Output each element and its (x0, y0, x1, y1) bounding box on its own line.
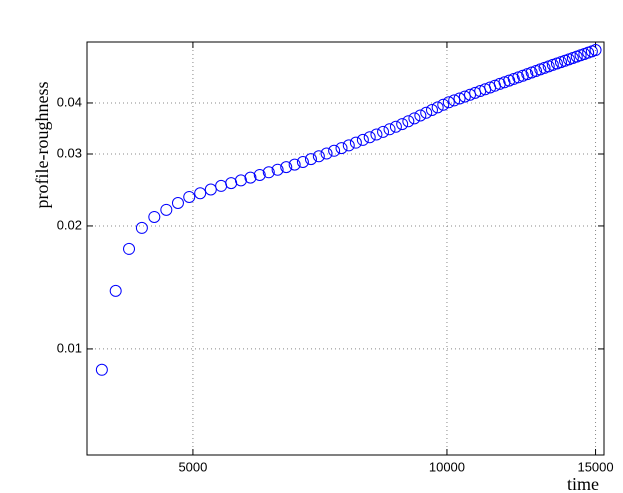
point (123, 242, 136, 255)
point (204, 183, 217, 196)
point (271, 163, 284, 176)
point (320, 147, 333, 160)
point (225, 177, 238, 190)
y-tick-label: 0.03 (57, 145, 82, 160)
point (402, 115, 415, 128)
x-tick-label: 10000 (429, 459, 465, 474)
point (453, 92, 466, 105)
point (431, 101, 444, 114)
point (194, 187, 207, 200)
point (304, 153, 317, 166)
y-tick-label: 0.04 (57, 94, 82, 109)
point (437, 98, 450, 111)
point (342, 139, 355, 152)
point (442, 96, 455, 109)
point (262, 166, 275, 179)
point (396, 118, 409, 131)
point (377, 125, 390, 138)
point (356, 133, 369, 146)
point (253, 168, 266, 181)
point (448, 94, 461, 107)
point (425, 104, 438, 117)
point (383, 123, 396, 136)
point (215, 179, 228, 192)
point (135, 221, 148, 234)
point (183, 190, 196, 203)
point (335, 142, 348, 155)
point (312, 150, 325, 163)
point (109, 284, 122, 297)
point (95, 363, 108, 376)
point (328, 144, 341, 157)
x-tick-label: 5000 (178, 459, 207, 474)
point (408, 112, 421, 125)
point (363, 131, 376, 144)
x-tick-label: 15000 (577, 459, 613, 474)
point (420, 106, 433, 119)
point (148, 210, 161, 223)
point (280, 161, 293, 174)
point (349, 136, 362, 149)
point (288, 158, 301, 171)
point (389, 120, 402, 133)
point (171, 197, 184, 210)
point (414, 109, 427, 122)
point (160, 203, 173, 216)
point (370, 128, 383, 141)
x-axis-label: time (567, 474, 599, 493)
y-axis-label: profile-roughness (32, 82, 52, 209)
plot-frame (86, 41, 605, 456)
y-tick-label: 0.01 (57, 340, 82, 355)
point (589, 44, 602, 57)
point (244, 171, 257, 184)
y-tick-label: 0.02 (57, 217, 82, 232)
point (296, 155, 309, 168)
point (458, 90, 471, 103)
point (234, 174, 247, 187)
